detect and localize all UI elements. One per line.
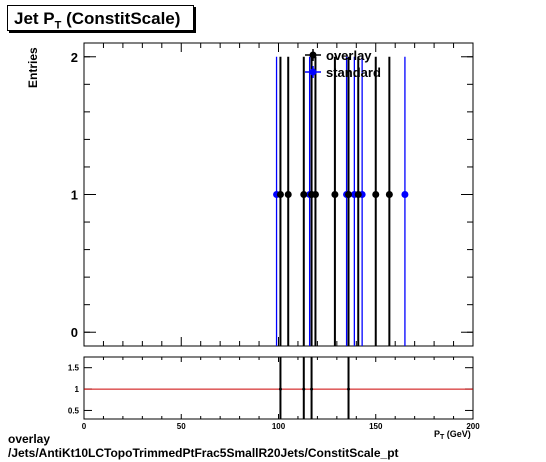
footer-path: /Jets/AntiKt10LCTopoTrimmedPtFrac5SmallR… [8, 446, 399, 460]
y-tick-label: 1 [71, 188, 78, 203]
ratio-y-tick-label: 0.5 [68, 406, 80, 415]
overlay-point [276, 191, 284, 198]
y-axis-label: Entries [26, 47, 40, 88]
ratio-y-tick-label: 1.5 [68, 364, 80, 373]
x-tick-label: 0 [82, 422, 87, 431]
overlay-point [331, 191, 339, 198]
overlay-point [354, 191, 362, 198]
legend-marker [309, 68, 317, 76]
legend-label-standard: standard [326, 65, 381, 80]
ratio-point [278, 387, 282, 391]
overlay-point [300, 191, 308, 198]
x-tick-label: 150 [369, 422, 383, 431]
overlay-point [311, 191, 319, 198]
y-tick-label: 2 [71, 50, 78, 65]
x-axis-label: PT (GeV) [434, 429, 471, 441]
ratio-point [310, 387, 314, 391]
standard-point [401, 191, 409, 198]
ratio-y-tick-label: 1 [75, 385, 80, 394]
overlay-point [372, 191, 380, 198]
y-tick-label: 0 [71, 325, 78, 340]
chart-title-box: Jet PT (ConstitScale) [7, 5, 194, 31]
ratio-point [347, 387, 351, 391]
x-tick-label: 100 [272, 422, 286, 431]
legend-label-overlay: overlay [326, 48, 372, 63]
overlay-point [284, 191, 292, 198]
chart-title: Jet PT (ConstitScale) [14, 9, 181, 32]
x-tick-label: 200 [466, 422, 480, 431]
x-tick-label: 50 [177, 422, 186, 431]
footer-label: overlay [8, 432, 51, 446]
overlay-point [385, 191, 393, 198]
ratio-plot-frame [83, 356, 474, 420]
overlay-point [345, 191, 353, 198]
legend-marker [309, 51, 317, 59]
ratio-point [302, 387, 306, 391]
